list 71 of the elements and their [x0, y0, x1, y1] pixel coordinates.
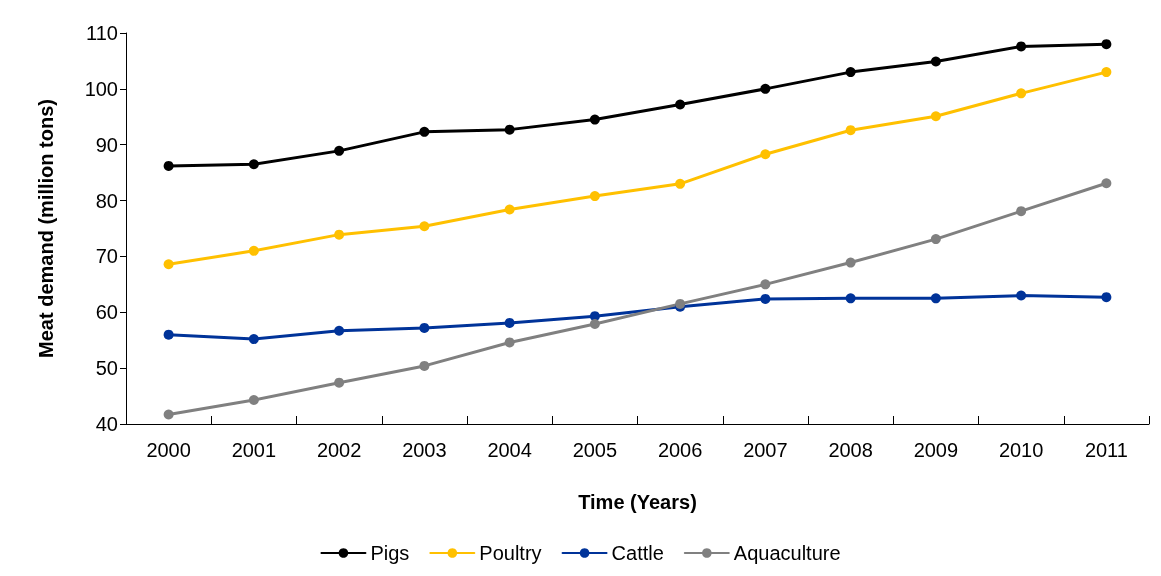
- point: [504, 317, 515, 328]
- point: [1101, 39, 1112, 50]
- point: [760, 293, 771, 304]
- x-tick-label: 2010: [998, 439, 1044, 461]
- point: [1101, 67, 1112, 78]
- x-tick-label: 2008: [828, 439, 873, 461]
- point: [1016, 206, 1027, 217]
- point: [760, 83, 771, 94]
- point: [334, 325, 345, 336]
- y-tick-label: 60: [95, 301, 118, 324]
- point: [1016, 290, 1027, 301]
- point: [163, 329, 174, 340]
- point: [334, 229, 345, 240]
- point: [1016, 88, 1027, 99]
- x-axis-title: Time (Years): [578, 491, 697, 513]
- legend-label: Pigs: [370, 542, 410, 564]
- legend-label: Cattle: [611, 542, 664, 564]
- x-tick-label: 2007: [743, 439, 788, 461]
- point: [930, 56, 941, 67]
- point: [930, 111, 941, 122]
- x-tick-label: 2006: [657, 439, 703, 461]
- point: [163, 409, 174, 420]
- point: [845, 125, 856, 136]
- point: [419, 322, 430, 333]
- point: [1101, 292, 1112, 303]
- point: [163, 160, 174, 171]
- point: [248, 334, 259, 345]
- point: [419, 221, 430, 232]
- point: [419, 360, 430, 371]
- x-tick-label: 2000: [146, 439, 191, 461]
- point: [504, 124, 515, 135]
- point: [930, 234, 941, 245]
- point: [930, 293, 941, 304]
- point: [504, 204, 515, 215]
- y-tick-label: 90: [95, 133, 118, 156]
- point: [1016, 41, 1027, 52]
- y-tick-label: 80: [95, 189, 118, 212]
- point: [1101, 178, 1112, 189]
- y-tick-label: 100: [84, 77, 118, 100]
- legend-label: Aquaculture: [733, 542, 841, 564]
- point: [504, 337, 515, 348]
- x-tick-label: 2002: [316, 439, 362, 461]
- x-tick-label: 2001: [231, 439, 277, 461]
- x-tick-label: 2009: [913, 439, 959, 461]
- point: [248, 394, 259, 405]
- point: [845, 67, 856, 78]
- point: [675, 178, 686, 189]
- y-axis-title: Meat demand (million tons): [35, 99, 57, 358]
- x-tick-label: 2004: [487, 439, 532, 461]
- legend-label: Poultry: [479, 542, 542, 564]
- point: [845, 257, 856, 268]
- point: [248, 245, 259, 256]
- point: [589, 319, 600, 330]
- point: [589, 191, 600, 202]
- y-tick-label: 50: [95, 357, 118, 380]
- y-tick-label: 40: [95, 413, 118, 435]
- y-tick-label: 110: [86, 22, 118, 44]
- x-tick-label: 2003: [402, 439, 447, 461]
- point: [589, 114, 600, 125]
- point: [163, 259, 174, 270]
- point: [334, 377, 345, 388]
- point: [675, 99, 686, 110]
- point: [419, 126, 430, 137]
- x-tick-label: 2011: [1084, 439, 1128, 461]
- y-tick-label: 70: [95, 245, 118, 268]
- x-tick-label: 2005: [572, 439, 618, 461]
- point: [334, 145, 345, 156]
- point: [760, 149, 771, 160]
- point: [248, 159, 259, 170]
- point: [760, 279, 771, 290]
- point: [845, 293, 856, 304]
